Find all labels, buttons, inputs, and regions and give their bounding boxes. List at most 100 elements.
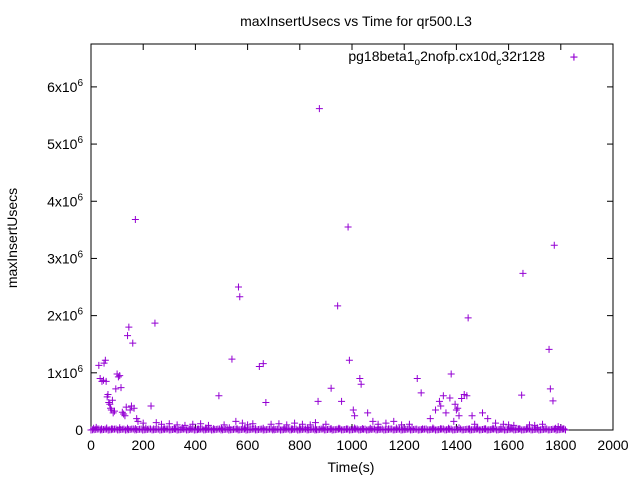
data-point [464,425,472,433]
data-point [508,425,516,433]
data-point [238,419,246,427]
y-tick-label: 5x106 [47,135,83,152]
legend-marker [570,53,578,61]
data-point [519,269,527,277]
data-point [137,425,145,433]
data-point [560,425,568,433]
data-point [108,396,116,404]
data-point [233,425,241,433]
data-point [413,425,421,433]
data-point [315,105,323,113]
data-point [417,389,425,397]
data-point [442,409,450,417]
data-point [164,425,172,433]
data-point [338,397,346,405]
data-point [249,420,257,428]
data-point [103,425,111,433]
data-point [319,425,327,433]
data-point [105,399,113,407]
data-point [405,420,413,428]
data-point [147,425,155,433]
data-point [311,419,319,427]
data-point [134,417,142,425]
data-point [95,425,103,433]
data-point [121,412,129,420]
data-point [405,425,413,433]
data-point [545,345,553,353]
data-point [154,425,162,433]
data-point [413,375,421,383]
data-point [147,402,155,410]
x-tick-label: 600 [236,437,260,453]
data-point [309,425,317,433]
data-point [95,361,103,369]
data-point [551,425,559,433]
data-point [388,425,396,433]
data-point [122,403,130,411]
data-point [250,425,258,433]
data-point [455,412,463,420]
data-point [378,425,386,433]
data-point [139,419,147,427]
x-tick-label: 0 [87,437,95,453]
data-point [351,412,359,420]
data-point [463,392,471,400]
data-point [390,417,398,425]
data-point [126,406,134,414]
data-point [446,394,454,402]
data-point [189,425,197,433]
data-point [133,415,141,423]
data-point [464,314,472,322]
data-point [484,415,492,423]
x-tick-label: 800 [288,437,312,453]
data-point [291,419,299,427]
data-point [131,216,139,224]
data-point [215,392,223,400]
data-point [223,425,231,433]
data-point [370,425,378,433]
x-tick-label: 1400 [441,437,472,453]
data-point [284,425,292,433]
x-tick-label: 200 [132,437,156,453]
data-point [492,419,500,427]
x-tick-label: 2000 [597,437,628,453]
data-point [361,425,369,433]
data-point [100,359,108,367]
data-point [107,406,115,414]
data-point [357,380,365,388]
data-point [106,400,114,408]
data-point [499,420,507,428]
data-point [356,375,364,383]
data-point [215,425,223,433]
data-point [439,425,447,433]
data-point [258,425,266,433]
y-tick-label: 0 [75,422,83,438]
data-point [482,425,490,433]
data-point [110,407,118,415]
x-tick-label: 1200 [389,437,420,453]
data-point [349,406,357,414]
data-point [546,385,554,393]
data-point [447,370,455,378]
data-point [232,417,240,425]
y-axis-label: maxInsertUsecs [4,188,20,288]
data-point [549,397,557,405]
data-point [499,425,507,433]
data-point [302,425,310,433]
data-point [206,425,214,433]
data-point [550,241,558,249]
data-point [240,425,248,433]
x-axis-label: Time(s) [328,459,375,475]
data-point [382,419,390,427]
data-points [87,53,578,434]
data-point [112,425,120,433]
data-point [129,339,137,347]
data-point [491,425,499,433]
data-point [327,384,335,392]
plot-axes: 0 200 400 600 800 1000 1200 1400 1600 1800 2000 0 1x… [47,43,629,453]
data-point [516,425,524,433]
data-point [275,425,283,433]
data-point [439,392,447,400]
data-point [117,384,125,392]
